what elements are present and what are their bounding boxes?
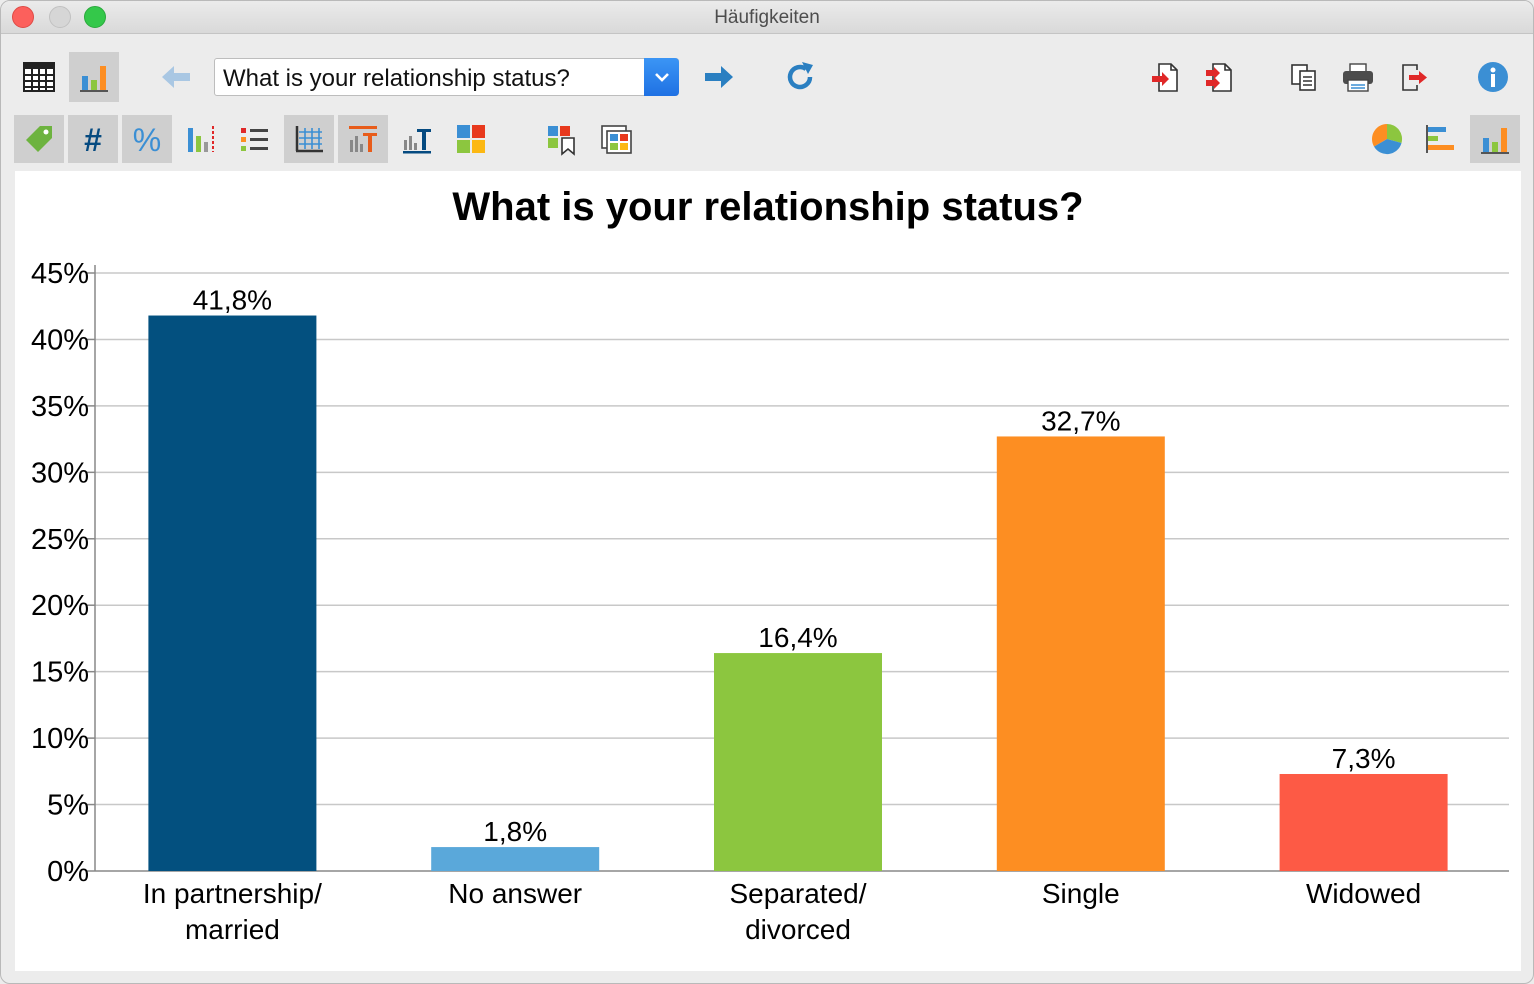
forward-button[interactable] — [694, 52, 744, 102]
y-tick-label: 15% — [31, 657, 89, 689]
chart-view-icon — [80, 66, 108, 92]
print-icon — [1343, 63, 1373, 92]
title-chart-icon — [349, 126, 377, 152]
list-button[interactable] — [230, 115, 280, 163]
horizontal-bar-chart-button[interactable] — [1416, 115, 1466, 163]
copy-button[interactable] — [1279, 52, 1329, 102]
forward-arrow-icon — [705, 66, 733, 88]
bar-value-label: 7,3% — [1332, 743, 1396, 774]
export-button[interactable] — [1141, 52, 1191, 102]
bar — [714, 653, 882, 871]
bar-value-label: 16,4% — [758, 622, 837, 653]
x-category-label: married — [185, 914, 280, 945]
axis-labels-button[interactable] — [392, 115, 442, 163]
x-category-label: divorced — [745, 914, 851, 945]
bar-value-label: 41,8% — [193, 285, 272, 316]
chart-title-toggle[interactable] — [338, 115, 388, 163]
y-tick-label: 35% — [31, 391, 89, 423]
color-palette-button[interactable] — [537, 115, 587, 163]
svg-text:%: % — [133, 122, 161, 156]
vertical-bar-chart-icon — [1481, 128, 1509, 154]
colors-icon — [457, 125, 485, 153]
pie-chart-button[interactable] — [1362, 115, 1412, 163]
table-view-button[interactable] — [14, 52, 64, 102]
table-view-icon — [23, 62, 55, 92]
bar — [1279, 773, 1448, 871]
chart-view-button[interactable] — [69, 52, 119, 102]
chart-panel: What is your relationship status? 0% 5% 10… — [15, 171, 1521, 971]
y-tick-label: 0% — [47, 856, 89, 888]
exit-icon — [1402, 64, 1427, 91]
x-category-label: Single — [1042, 878, 1120, 909]
bar-value-label: 1,8% — [483, 816, 547, 847]
export-icon — [1152, 63, 1178, 92]
close-window-button[interactable] — [12, 6, 34, 28]
refresh-button[interactable] — [775, 52, 825, 102]
back-arrow-icon — [162, 66, 190, 88]
window-title: Häufigkeiten — [714, 7, 820, 28]
x-category-label: In partnership/ — [143, 878, 322, 909]
export-all-button[interactable] — [1195, 52, 1245, 102]
horizontal-bar-chart-icon — [1426, 125, 1454, 153]
export-all-icon — [1206, 63, 1232, 92]
y-tick-label: 20% — [31, 590, 89, 622]
bar-value-label: 32,7% — [1041, 405, 1120, 436]
frame-colors-button[interactable] — [591, 115, 641, 163]
x-category-label: Widowed — [1306, 878, 1421, 909]
chart-title: What is your relationship status? — [452, 185, 1084, 229]
x-category-label: No answer — [448, 878, 582, 909]
info-button[interactable] — [1468, 52, 1518, 102]
question-select[interactable]: What is your relationship status? — [214, 58, 679, 96]
y-tick-label: 5% — [47, 790, 89, 822]
missing-values-chart-icon — [188, 126, 214, 152]
absolute-values-toggle[interactable]: # — [68, 115, 118, 163]
gridlines-toggle[interactable] — [284, 115, 334, 163]
chevron-down-icon — [654, 73, 669, 82]
bar — [996, 436, 1165, 871]
print-button[interactable] — [1333, 52, 1383, 102]
bar — [431, 847, 600, 871]
hash-icon: # — [84, 122, 102, 156]
colors-button[interactable] — [446, 115, 496, 163]
missing-values-button[interactable] — [176, 115, 226, 163]
back-button[interactable] — [151, 52, 201, 102]
tag-icon — [26, 126, 52, 152]
x-category-label: Separated/ — [730, 878, 867, 909]
vertical-bar-chart-button[interactable] — [1470, 115, 1520, 163]
exit-button[interactable] — [1389, 52, 1439, 102]
y-tick-label: 25% — [31, 524, 89, 556]
grid-icon — [295, 126, 323, 153]
color-palette-icon — [548, 126, 575, 156]
dropdown-toggle[interactable] — [644, 58, 679, 96]
copy-icon — [1291, 64, 1316, 91]
axis-label-icon — [403, 129, 431, 154]
title-bar: Häufigkeiten — [1, 1, 1533, 34]
bar — [148, 315, 317, 872]
y-tick-label: 30% — [31, 457, 89, 489]
y-tick-label: 40% — [31, 324, 89, 356]
percent-values-toggle[interactable]: % — [122, 115, 172, 163]
zoom-window-button[interactable] — [84, 6, 106, 28]
refresh-icon — [787, 62, 813, 90]
pie-chart-icon — [1371, 123, 1403, 155]
info-icon — [1478, 62, 1508, 92]
list-icon — [241, 128, 268, 151]
percent-icon: % — [133, 122, 161, 156]
frame-colors-icon — [601, 125, 632, 154]
question-select-value: What is your relationship status? — [223, 65, 570, 92]
bar-chart: 0% 5% 10% 15% 20% 25% 30% 35% 40% 45% 41,8% In part… — [31, 258, 1509, 945]
labels-toggle[interactable] — [14, 115, 64, 163]
minimize-window-button[interactable] — [49, 6, 71, 28]
svg-text:#: # — [84, 122, 102, 156]
y-tick-label: 45% — [31, 258, 89, 290]
y-tick-label: 10% — [31, 723, 89, 755]
